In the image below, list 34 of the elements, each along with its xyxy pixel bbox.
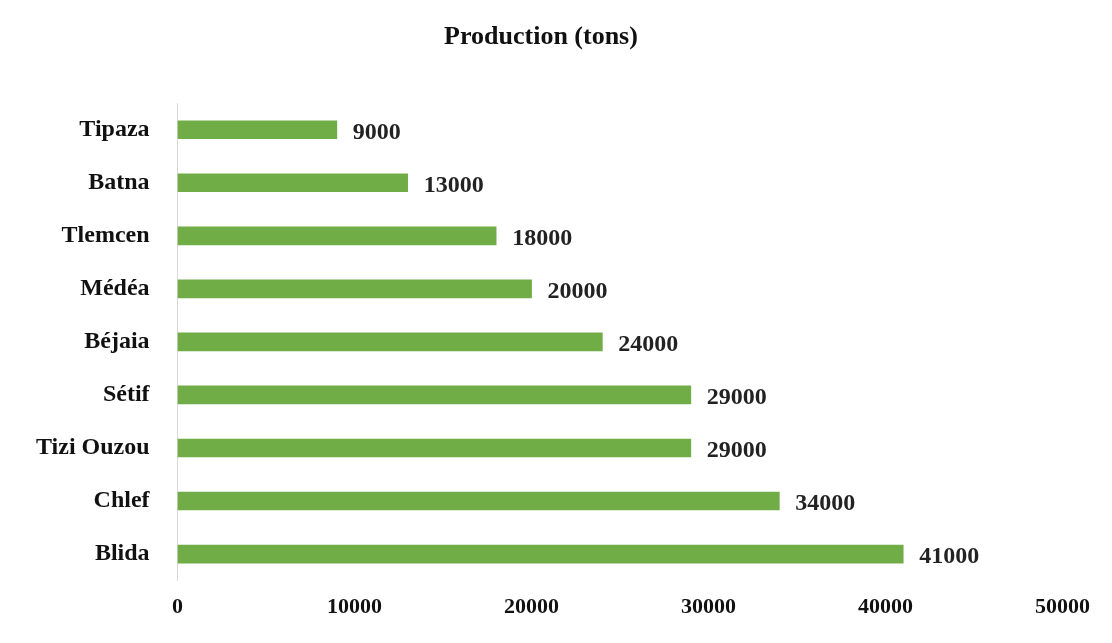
y-tick-label: Tipaza (79, 114, 150, 141)
x-tick-label: 0 (172, 593, 184, 619)
data-label: 20000 (547, 277, 608, 304)
y-tick-label: Tlemcen (61, 221, 150, 248)
data-label: 29000 (706, 436, 767, 463)
x-tick-label: 20000 (504, 593, 560, 619)
bar (177, 385, 692, 405)
bar (177, 173, 408, 193)
bar (177, 544, 904, 564)
bar (177, 332, 603, 352)
data-label: 29000 (706, 383, 767, 410)
y-tick-label: Béjaia (84, 327, 150, 354)
y-tick-label: Sétif (102, 380, 151, 407)
bar (177, 279, 532, 299)
bar (177, 226, 497, 246)
chart-title: Production (tons) (444, 21, 638, 51)
data-label: 18000 (512, 224, 573, 251)
y-tick-label: Médéa (80, 274, 150, 301)
x-tick-label: 40000 (858, 593, 914, 619)
bar (177, 120, 338, 140)
data-label: 41000 (919, 542, 980, 569)
bar (177, 491, 780, 511)
bar (177, 438, 692, 458)
x-tick-label: 50000 (1035, 593, 1090, 619)
data-label: 34000 (795, 489, 856, 516)
data-label: 13000 (423, 170, 484, 197)
y-tick-label: Chlef (93, 486, 151, 513)
data-label: 9000 (352, 117, 401, 144)
x-tick-label: 30000 (681, 593, 737, 619)
data-label: 24000 (618, 330, 679, 357)
y-tick-label: Tizi Ouzou (36, 433, 150, 460)
y-tick-label: Blida (94, 539, 150, 566)
y-tick-label: Batna (88, 167, 150, 194)
x-tick-label: 10000 (327, 593, 383, 619)
